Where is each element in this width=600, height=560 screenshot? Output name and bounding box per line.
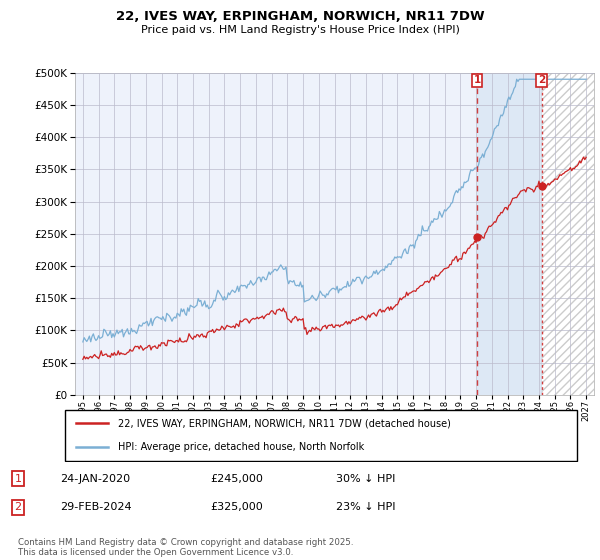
- Text: 2: 2: [14, 502, 22, 512]
- Bar: [542, 73, 594, 395]
- Text: 1: 1: [473, 76, 481, 85]
- Text: 30% ↓ HPI: 30% ↓ HPI: [336, 474, 395, 484]
- Bar: [542, 73, 594, 395]
- Text: 29-FEB-2024: 29-FEB-2024: [60, 502, 131, 512]
- Text: 22, IVES WAY, ERPINGHAM, NORWICH, NR11 7DW (detached house): 22, IVES WAY, ERPINGHAM, NORWICH, NR11 7…: [118, 418, 451, 428]
- Text: Contains HM Land Registry data © Crown copyright and database right 2025.
This d: Contains HM Land Registry data © Crown c…: [18, 538, 353, 557]
- Text: 1: 1: [14, 474, 22, 484]
- Text: 22, IVES WAY, ERPINGHAM, NORWICH, NR11 7DW: 22, IVES WAY, ERPINGHAM, NORWICH, NR11 7…: [116, 10, 484, 23]
- Text: £325,000: £325,000: [210, 502, 263, 512]
- Text: Price paid vs. HM Land Registry's House Price Index (HPI): Price paid vs. HM Land Registry's House …: [140, 25, 460, 35]
- Text: 2: 2: [538, 76, 545, 85]
- Text: 23% ↓ HPI: 23% ↓ HPI: [336, 502, 395, 512]
- FancyBboxPatch shape: [65, 410, 577, 461]
- Bar: [478, 73, 542, 395]
- Text: £245,000: £245,000: [210, 474, 263, 484]
- Text: HPI: Average price, detached house, North Norfolk: HPI: Average price, detached house, Nort…: [118, 442, 364, 452]
- Text: 24-JAN-2020: 24-JAN-2020: [60, 474, 130, 484]
